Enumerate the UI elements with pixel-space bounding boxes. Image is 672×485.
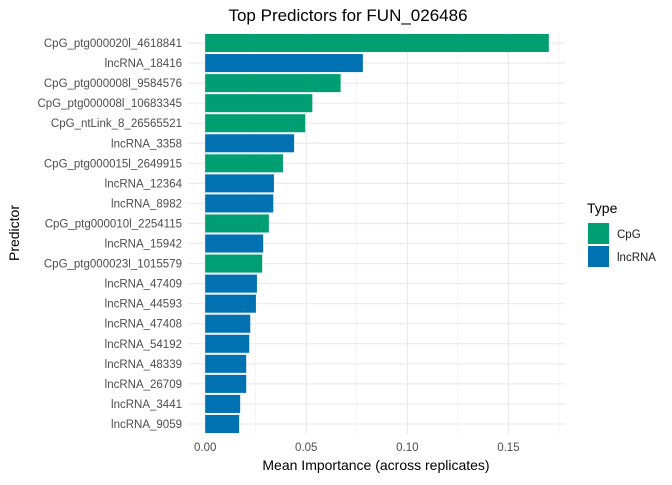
bar-lncRNA_54192 bbox=[205, 334, 250, 353]
bar-CpG_ptg000010l_2254115 bbox=[205, 214, 269, 233]
y-tick-label: lncRNA_3358 bbox=[111, 138, 182, 150]
chart-title: Top Predictors for FUN_026486 bbox=[228, 6, 467, 25]
y-tick-label: lncRNA_18416 bbox=[105, 58, 182, 70]
legend: Type CpG lncRNA bbox=[587, 200, 656, 267]
y-tick-label: CpG_ntLink_8_26565521 bbox=[51, 118, 182, 130]
y-tick-label: CpG_ptg000008l_10683345 bbox=[37, 98, 182, 110]
gridlines bbox=[188, 33, 565, 434]
bar-lncRNA_26709 bbox=[205, 374, 247, 393]
bar-lncRNA_15942 bbox=[205, 234, 264, 253]
bar-CpG_ptg000023l_1015579 bbox=[205, 254, 263, 273]
bar-lncRNA_9059 bbox=[205, 414, 240, 433]
x-tick-label: 0.00 bbox=[194, 442, 216, 454]
legend-swatch-cpg bbox=[588, 223, 609, 244]
y-tick-label: lncRNA_12364 bbox=[105, 178, 183, 190]
x-tick-label: 0.10 bbox=[396, 442, 418, 454]
x-tick-label: 0.05 bbox=[295, 442, 317, 454]
y-tick-label: lncRNA_47409 bbox=[105, 279, 182, 291]
bar-lncRNA_12364 bbox=[205, 174, 274, 193]
bar-lncRNA_44593 bbox=[205, 294, 256, 313]
y-tick-label: lncRNA_26709 bbox=[105, 379, 182, 391]
bar-lncRNA_3358 bbox=[205, 134, 295, 153]
bar-CpG_ptg000020l_4618841 bbox=[205, 34, 549, 53]
y-tick-label: lncRNA_15942 bbox=[105, 239, 182, 251]
y-tick-label: CpG_ptg000020l_4618841 bbox=[44, 38, 182, 50]
legend-title: Type bbox=[587, 200, 618, 216]
bar-lncRNA_47408 bbox=[205, 314, 251, 333]
bar-CpG_ptg000008l_9584576 bbox=[205, 74, 341, 93]
y-tick-label: lncRNA_44593 bbox=[105, 299, 182, 311]
bar-CpG_ptg000015l_2649915 bbox=[205, 154, 284, 173]
bar-lncRNA_48339 bbox=[205, 354, 247, 373]
x-axis-label: Mean Importance (across replicates) bbox=[262, 457, 489, 473]
bar-lncRNA_8982 bbox=[205, 194, 274, 213]
legend-swatch-lncrna bbox=[588, 246, 609, 267]
bar-lncRNA_47409 bbox=[205, 274, 257, 293]
y-tick-label: lncRNA_9059 bbox=[111, 419, 182, 431]
y-tick-label: CpG_ptg000015l_2649915 bbox=[44, 158, 182, 170]
x-tick-label: 0.15 bbox=[497, 442, 519, 454]
legend-label-lncrna: lncRNA bbox=[617, 252, 656, 264]
bar-lncRNA_18416 bbox=[205, 54, 363, 73]
y-tick-label: lncRNA_47408 bbox=[105, 319, 182, 331]
y-tick-label: CpG_ptg000008l_9584576 bbox=[44, 78, 182, 90]
y-tick-label: lncRNA_8982 bbox=[111, 198, 182, 210]
y-tick-label: CpG_ptg000023l_1015579 bbox=[44, 259, 182, 271]
x-tick-labels: 0.00 0.05 0.10 0.15 bbox=[194, 442, 520, 454]
y-tick-label: CpG_ptg000010l_2254115 bbox=[45, 218, 182, 230]
y-tick-label: lncRNA_3441 bbox=[111, 399, 182, 411]
y-tick-label: lncRNA_54192 bbox=[105, 339, 182, 351]
y-axis-label: Predictor bbox=[6, 205, 22, 261]
bars bbox=[205, 34, 549, 433]
bar-CpG_ptg000008l_10683345 bbox=[205, 94, 313, 113]
legend-label-cpg: CpG bbox=[617, 229, 641, 241]
y-tick-labels: CpG_ptg000020l_4618841 lncRNA_18416 CpG_pt… bbox=[37, 38, 182, 431]
bar-lncRNA_3441 bbox=[205, 394, 241, 413]
y-tick-label: lncRNA_48339 bbox=[105, 359, 182, 371]
bar-CpG_ntLink_8_26565521 bbox=[205, 114, 306, 133]
